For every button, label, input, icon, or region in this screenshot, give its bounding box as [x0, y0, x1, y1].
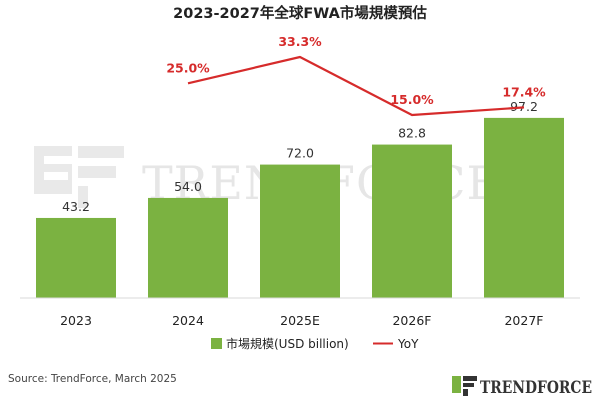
bar [372, 144, 452, 298]
bar [484, 117, 564, 298]
x-tick-label: 2025E [280, 313, 320, 328]
legend-line-label: YoY [397, 337, 419, 351]
legend-bar-swatch [211, 338, 222, 349]
bar-value-labels: 43.2 54.0 72.0 82.8 97.2 [62, 99, 538, 214]
bar-value-label: 82.8 [398, 126, 426, 141]
x-tick-label: 2024 [172, 313, 204, 328]
x-tick-label: 2023 [60, 313, 92, 328]
yoy-value-label: 33.3% [278, 34, 322, 49]
bar [36, 217, 116, 298]
source-note: Source: TrendForce, March 2025 [8, 373, 177, 385]
x-axis-ticks: 2023 2024 2025E 2026F 2027F [60, 313, 543, 328]
watermark-logo-mark [34, 146, 124, 208]
logo-mark [452, 376, 477, 396]
bar-value-label: 97.2 [510, 99, 538, 114]
bar-series [36, 117, 564, 298]
yoy-value-label: 15.0% [390, 92, 434, 107]
yoy-series [187, 55, 525, 117]
logo-text: TRENDFORCE [480, 378, 592, 398]
bar [260, 164, 340, 298]
bar-value-label: 54.0 [174, 179, 202, 194]
x-tick-label: 2027F [504, 313, 543, 328]
yoy-line [187, 55, 525, 117]
bar [148, 197, 228, 298]
legend: 市場規模(USD billion) YoY [211, 336, 419, 351]
bar-value-label: 43.2 [62, 199, 90, 214]
yoy-value-labels: 25.0% 33.3% 15.0% 17.4% [166, 34, 546, 107]
chart-title: 2023-2027年全球FWA市場規模預估 [173, 4, 427, 22]
x-tick-label: 2026F [392, 313, 431, 328]
bar-value-label: 72.0 [286, 146, 314, 161]
legend-bar-label: 市場規模(USD billion) [226, 336, 349, 351]
yoy-value-label: 25.0% [166, 60, 210, 75]
yoy-value-label: 17.4% [502, 84, 546, 99]
trendforce-logo: TRENDFORCE [452, 376, 592, 398]
